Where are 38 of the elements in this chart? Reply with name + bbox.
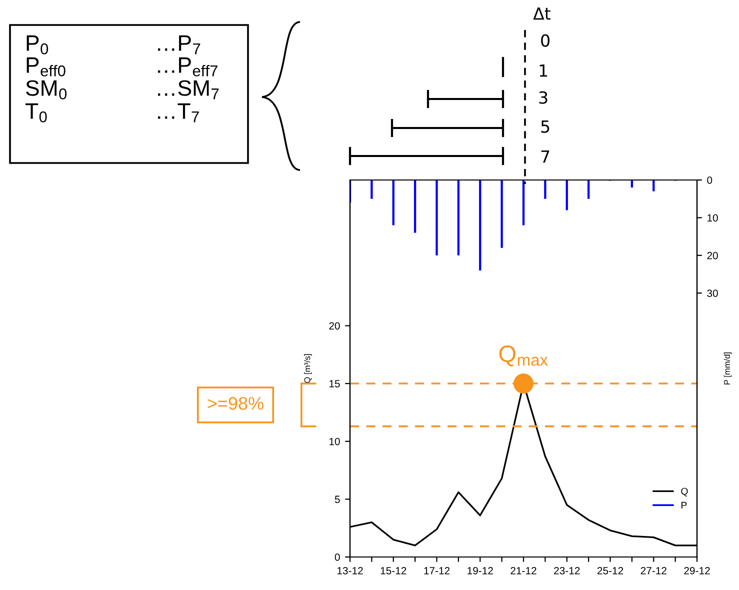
y-tick-label: 20	[329, 322, 340, 330]
y2-tick-label: 0	[707, 176, 712, 184]
text: 5	[541, 120, 550, 133]
text: 1	[540, 64, 548, 77]
x-tick-label: 21-12	[510, 566, 536, 574]
text: T$_{0}$	[26, 103, 47, 122]
y-tick-label: 0	[334, 554, 340, 561]
text: …T$_{7}$	[158, 103, 199, 122]
text: P$_{0}$	[26, 35, 48, 54]
y2-tick-label: 20	[707, 252, 718, 260]
x-tick-label: 15-12	[380, 566, 406, 574]
text: >=98%	[208, 396, 264, 410]
y-axis-title: Q [m³/s]	[304, 354, 312, 383]
series-label: Q$_{max}$	[499, 345, 548, 366]
text: SM$_{0}$	[26, 80, 67, 100]
y-tick-label: 5	[334, 496, 340, 504]
text: P$_{eff0}$	[26, 57, 66, 76]
x-tick-label: 27-12	[640, 566, 666, 574]
x-tick-label: 13-12	[337, 566, 363, 574]
text: …P$_{7}$	[158, 35, 200, 54]
text: 3	[539, 91, 548, 104]
text: …SM$_{7}$	[158, 80, 219, 100]
y-tick-label: 15	[329, 380, 340, 388]
y2-axis-title: P [mm/d]	[724, 352, 732, 384]
x-tick-label: 29-12	[684, 566, 710, 574]
text: …P$_{eff7}$	[158, 57, 218, 76]
y2-tick-label: 10	[708, 214, 718, 222]
x-tick-label: 17-12	[424, 566, 450, 574]
legend-label: P	[681, 502, 687, 509]
text: 7	[541, 150, 550, 163]
text: 0	[541, 34, 550, 47]
x-tick-label: 19-12	[468, 566, 493, 574]
legend-label: Q	[681, 488, 688, 496]
y2-tick-label: 30	[707, 290, 718, 297]
x-tick-label: 25-12	[597, 566, 624, 574]
y-tick-label: 10	[329, 438, 340, 446]
x-tick-label: 23-12	[554, 566, 580, 574]
text: Δt	[533, 7, 551, 20]
